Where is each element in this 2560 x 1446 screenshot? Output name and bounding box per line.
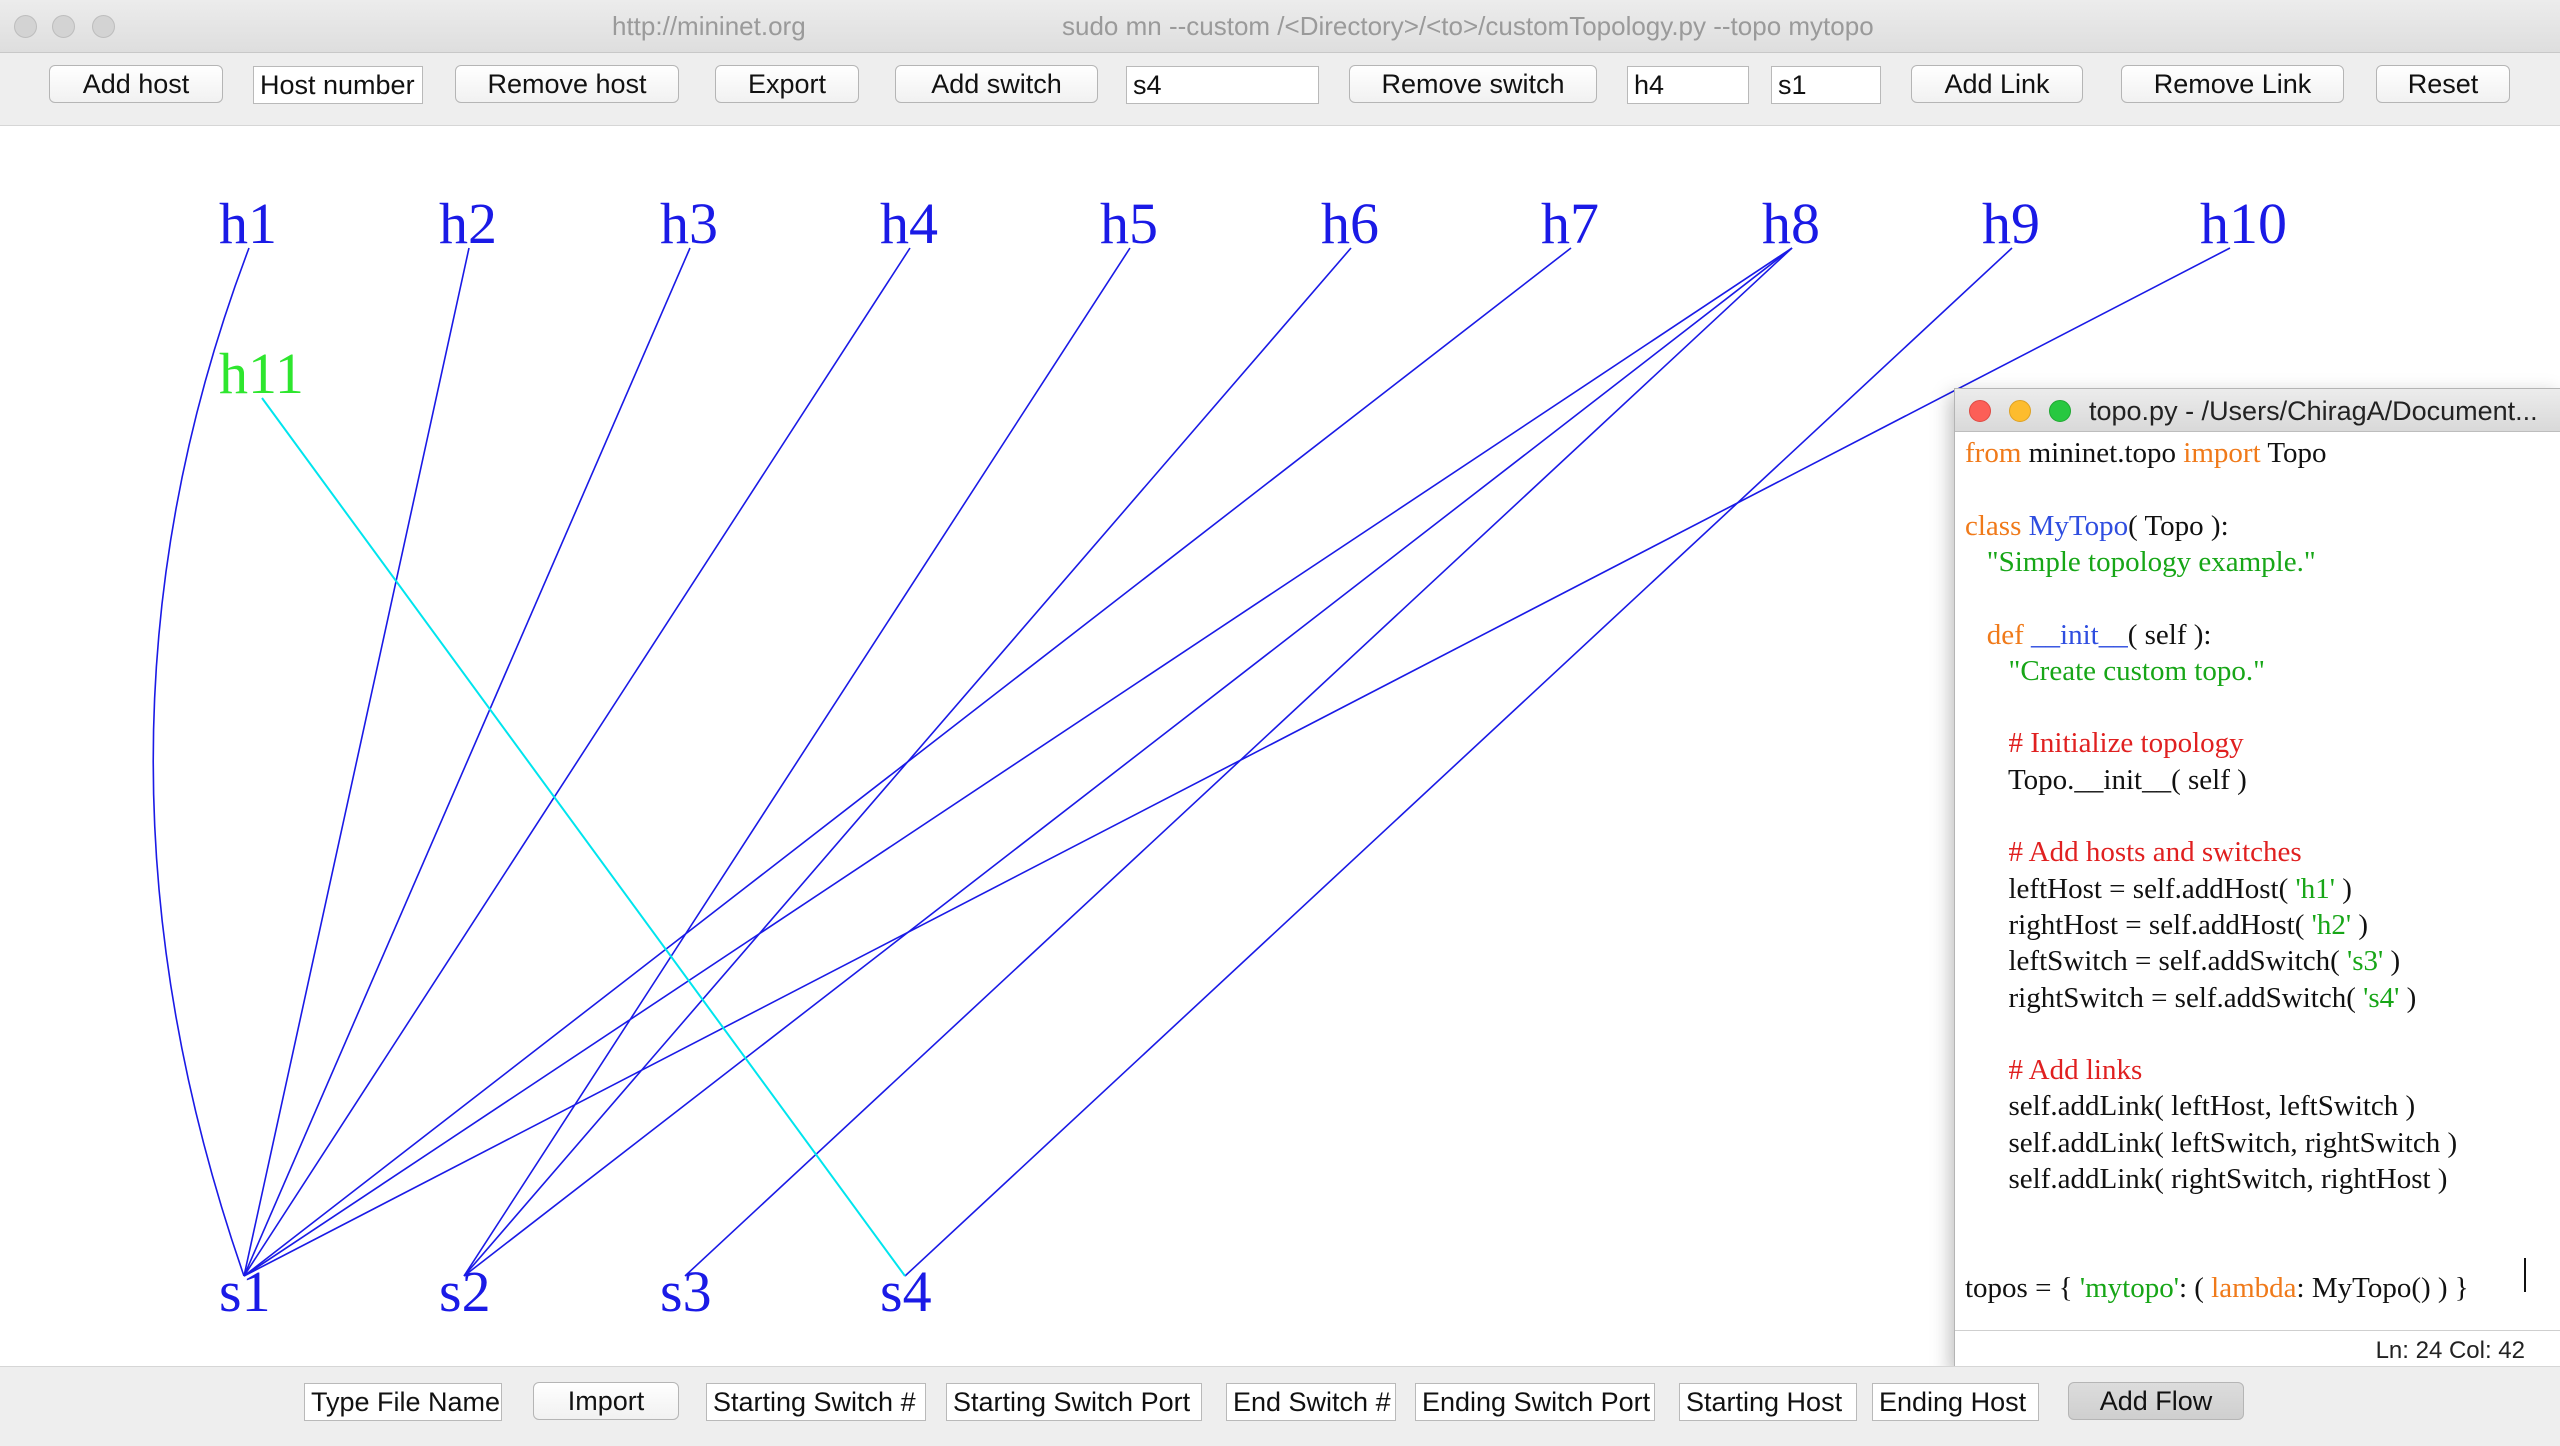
host-node-h5[interactable]: h5 bbox=[1100, 191, 1158, 256]
switch-node-s1[interactable]: s1 bbox=[219, 1259, 271, 1324]
code-line: self.addLink( leftHost, leftSwitch ) bbox=[1965, 1090, 2416, 1122]
code-line: leftSwitch = self.addSwitch( 's3' ) bbox=[1965, 945, 2401, 977]
host-node-h6[interactable]: h6 bbox=[1321, 191, 1379, 256]
link-h7-s1[interactable] bbox=[243, 247, 1572, 1277]
host-node-h8[interactable]: h8 bbox=[1762, 191, 1820, 256]
link-h8-s2[interactable] bbox=[463, 247, 1793, 1277]
link-to-field[interactable]: s1 bbox=[1771, 66, 1881, 104]
editor-minimize-button[interactable] bbox=[2009, 400, 2031, 422]
editor-zoom-button[interactable] bbox=[2049, 400, 2071, 422]
remove-link-button[interactable]: Remove Link bbox=[2121, 65, 2344, 103]
link-h10-s1[interactable] bbox=[243, 247, 2231, 1277]
code-line: def __init__( self ): bbox=[1986, 619, 2212, 651]
code-line: topos = { 'mytopo': ( lambda: MyTopo() )… bbox=[1965, 1272, 2469, 1304]
code-editor-window[interactable]: topo.py - /Users/ChiragA/Document... fro… bbox=[1954, 388, 2560, 1370]
code-line: rightSwitch = self.addSwitch( 's4' ) bbox=[1965, 982, 2417, 1014]
link-h2-s1[interactable] bbox=[243, 247, 470, 1277]
link-h4-s1[interactable] bbox=[243, 247, 911, 1277]
code-line: from mininet.topo import Topo bbox=[1965, 437, 2327, 469]
switch-name-field[interactable]: s4 bbox=[1126, 66, 1319, 104]
link-h1-s1[interactable] bbox=[152, 247, 250, 1277]
reset-button[interactable]: Reset bbox=[2376, 65, 2510, 103]
host-node-h7[interactable]: h7 bbox=[1541, 191, 1599, 256]
host-node-h1[interactable]: h1 bbox=[219, 191, 277, 256]
host-node-h4[interactable]: h4 bbox=[880, 191, 938, 256]
remove-host-button[interactable]: Remove host bbox=[455, 65, 679, 103]
switch-node-s4[interactable]: s4 bbox=[880, 1259, 932, 1324]
editor-title-bar[interactable]: topo.py - /Users/ChiragA/Document... bbox=[1955, 389, 2560, 432]
code-line: self.addLink( rightSwitch, rightHost ) bbox=[1965, 1163, 2448, 1195]
add-flow-button[interactable]: Add Flow bbox=[2068, 1382, 2244, 1420]
file-name-field[interactable]: Type File Name bbox=[304, 1383, 502, 1421]
starting-switch-port-field[interactable]: Starting Switch Port bbox=[946, 1383, 1202, 1421]
host-node-h11[interactable]: h11 bbox=[219, 341, 304, 406]
window-title-command: sudo mn --custom /<Directory>/<to>/custo… bbox=[1062, 11, 1874, 41]
minimize-window-button[interactable] bbox=[52, 15, 75, 38]
end-switch-field[interactable]: End Switch # bbox=[1226, 1383, 1396, 1421]
import-button[interactable]: Import bbox=[533, 1382, 679, 1420]
editor-close-button[interactable] bbox=[1969, 400, 1991, 422]
code-line: class MyTopo( Topo ): bbox=[1965, 510, 2229, 542]
code-line: rightHost = self.addHost( 'h2' ) bbox=[1965, 909, 2368, 941]
code-line: self.addLink( leftSwitch, rightSwitch ) bbox=[1965, 1127, 2458, 1159]
link-h11-s4[interactable] bbox=[261, 397, 906, 1277]
starting-host-field[interactable]: Starting Host bbox=[1679, 1383, 1857, 1421]
bottom-toolbar: Type File Name Import Starting Switch # … bbox=[0, 1366, 2560, 1446]
topology-graph[interactable]: h1 h2 h3 h4 h5 h6 h7 h8 h9 h10 h11 s1 s2 s3 s4 bbox=[0, 126, 2560, 1366]
code-line: # Initialize topology bbox=[1965, 727, 2244, 759]
host-number-field[interactable]: Host number bbox=[253, 66, 423, 104]
zoom-window-button[interactable] bbox=[92, 15, 115, 38]
host-node-h2[interactable]: h2 bbox=[439, 191, 497, 256]
link-from-field[interactable]: h4 bbox=[1627, 66, 1749, 104]
code-line: "Simple topology example." bbox=[1965, 546, 2316, 578]
code-line: leftHost = self.addHost( 'h1' ) bbox=[1965, 873, 2352, 905]
link-h8-s1[interactable] bbox=[243, 247, 1793, 1277]
cursor-position: Ln: 24 Col: 42 bbox=[2375, 1337, 2525, 1364]
code-line: # Add hosts and switches bbox=[1965, 836, 2302, 868]
add-link-button[interactable]: Add Link bbox=[1911, 65, 2083, 103]
remove-switch-button[interactable]: Remove switch bbox=[1349, 65, 1597, 103]
editor-title: topo.py - /Users/ChiragA/Document... bbox=[2089, 396, 2538, 426]
link-h3-s1[interactable] bbox=[243, 247, 691, 1277]
switch-node-s2[interactable]: s2 bbox=[439, 1259, 491, 1324]
window-title-bar[interactable]: http://mininet.org sudo mn --custom /<Di… bbox=[0, 0, 2560, 53]
host-node-h9[interactable]: h9 bbox=[1982, 191, 2040, 256]
code-line: # Add links bbox=[1965, 1054, 2143, 1086]
host-node-h10[interactable]: h10 bbox=[2200, 191, 2287, 256]
add-host-button[interactable]: Add host bbox=[49, 65, 223, 103]
close-window-button[interactable] bbox=[14, 15, 37, 38]
host-node-h3[interactable]: h3 bbox=[660, 191, 718, 256]
switch-node-s3[interactable]: s3 bbox=[660, 1259, 712, 1324]
add-switch-button[interactable]: Add switch bbox=[895, 65, 1098, 103]
code-line: "Create custom topo." bbox=[1965, 655, 2265, 687]
code-line: Topo.__init__( self ) bbox=[1965, 764, 2247, 796]
top-toolbar: Add host Host number Remove host Export … bbox=[0, 53, 2560, 126]
ending-host-field[interactable]: Ending Host bbox=[1872, 1383, 2039, 1421]
ending-switch-port-field[interactable]: Ending Switch Port bbox=[1415, 1383, 1655, 1421]
editor-status-bar: Ln: 24 Col: 42 bbox=[1955, 1330, 2560, 1369]
starting-switch-field[interactable]: Starting Switch # bbox=[706, 1383, 926, 1421]
link-h9-s4[interactable] bbox=[904, 247, 2013, 1277]
window-title-url: http://mininet.org bbox=[612, 11, 806, 41]
link-h5-s2[interactable] bbox=[463, 247, 1131, 1277]
text-caret bbox=[2524, 1258, 2526, 1292]
export-button[interactable]: Export bbox=[715, 65, 859, 103]
